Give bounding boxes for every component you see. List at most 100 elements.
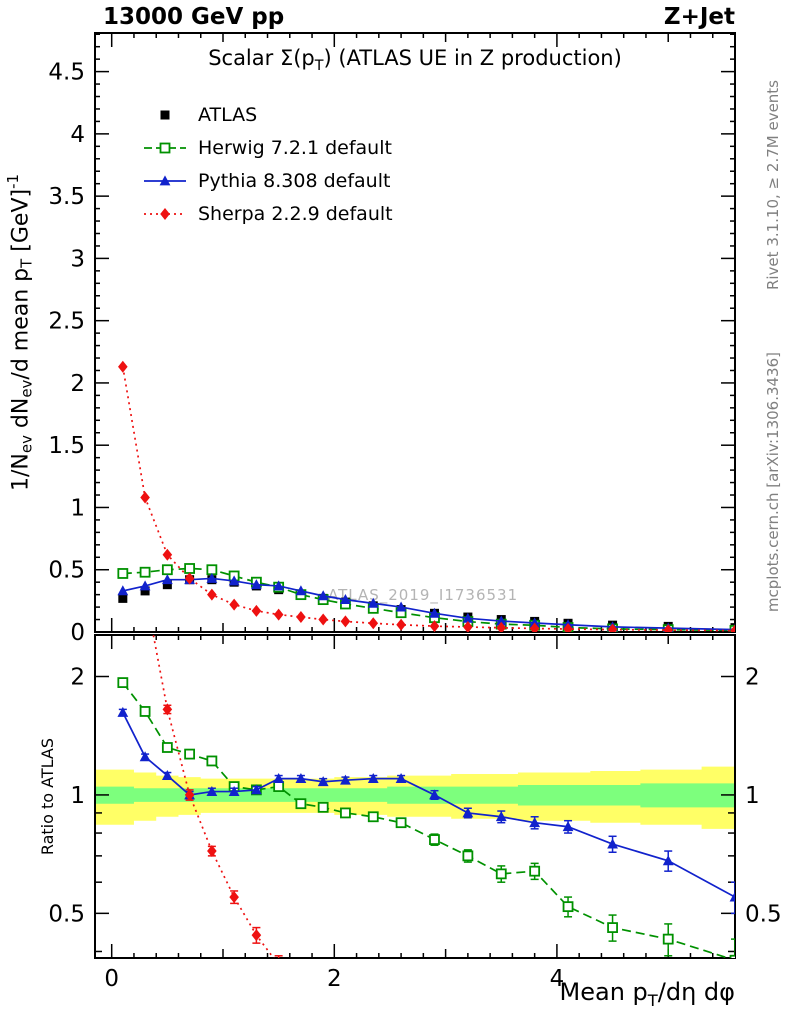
triangle-marker	[429, 607, 440, 618]
y-tick-label: 0.5	[48, 901, 85, 927]
y-tick-label: 3.5	[48, 184, 85, 210]
rivet-version-note-text: Rivet 3.1.10, ≥ 2.7M events	[764, 79, 782, 291]
series-sherpa-2-2-9-default	[152, 635, 283, 958]
mcplots-reference-note-text: mcplots.cern.ch [arXiv:1306.3436]	[764, 352, 782, 613]
x-tick-label: 2	[327, 966, 342, 992]
diamond-marker	[160, 208, 170, 220]
triangle-marker	[317, 590, 329, 601]
legend-marker-icon	[160, 110, 170, 120]
square-open-marker	[495, 868, 507, 880]
y-tick-label: 2	[70, 665, 85, 691]
triangle-marker	[529, 617, 541, 628]
triangle-marker	[367, 597, 379, 608]
x-axis-label: Mean pT/dη dφ	[559, 978, 735, 1010]
y-tick-label: 1	[70, 495, 85, 521]
triangle-marker	[250, 784, 262, 795]
diamond-marker	[463, 621, 473, 632]
square-open-marker	[607, 922, 618, 933]
triangle-marker	[340, 594, 351, 605]
legend-marker-icon	[144, 142, 186, 154]
triangle-marker	[295, 585, 307, 596]
triangle-marker	[729, 891, 735, 902]
diamond-marker	[162, 548, 173, 561]
legend-item-sherpa-2-2-9-default: Sherpa 2.2.9 default	[142, 202, 393, 226]
square-marker	[160, 110, 170, 120]
triangle-marker	[250, 579, 262, 590]
triangle-marker	[161, 769, 173, 780]
series-herwig-7-2-1-default	[117, 677, 735, 958]
square-open-marker	[139, 706, 151, 717]
y-tick-label: 1.5	[48, 433, 85, 459]
diamond-marker	[663, 624, 674, 632]
y-tick-label: 3	[70, 246, 85, 272]
square-open-marker	[273, 781, 285, 792]
square-open-marker	[139, 566, 151, 578]
square-open-marker	[161, 742, 173, 753]
triangle-marker	[562, 821, 574, 832]
legend-item-atlas: ATLAS	[142, 103, 393, 127]
triangle-marker	[228, 785, 240, 796]
triangle-marker	[295, 773, 307, 784]
panel-ratio: 0.5 0.5 1 1 2 2 0 2 4	[48, 634, 782, 992]
series-sherpa-2-2-9-default	[118, 360, 735, 632]
triangle-marker	[159, 175, 171, 186]
diamond-marker	[251, 604, 262, 617]
legend-marker-icon	[144, 208, 186, 220]
square-marker	[162, 580, 172, 590]
legend-item-pythia-8-308-default: Pythia 8.308 default	[142, 169, 393, 193]
diamond-marker	[496, 621, 507, 632]
triangle-marker	[206, 572, 218, 583]
square-open-marker	[729, 954, 735, 958]
series-line	[122, 577, 735, 631]
legend: ATLAS Herwig 7.2.1 default Pythia 8.308 de…	[142, 103, 393, 235]
diamond-marker	[140, 491, 150, 504]
square-open-marker	[395, 817, 407, 829]
chart-title: Scalar Σ(pT) (ATLAS UE in Z production)	[208, 46, 622, 75]
square-open-marker	[184, 563, 196, 574]
y-axis-label-main-text: 1/Nev dNev/d mean pT [GeV]-1	[4, 174, 36, 491]
triangle-marker	[117, 585, 129, 596]
triangle-marker	[317, 776, 329, 787]
y-tick-label: 4	[70, 122, 85, 148]
y-tick-label: 0	[70, 620, 85, 646]
y-axis-label-main: 1/Nev dNev/d mean pT [GeV]-1	[4, 33, 36, 632]
diamond-marker	[368, 617, 379, 630]
triangle-marker	[395, 601, 407, 612]
legend-label: Sherpa 2.2.9 default	[198, 203, 393, 225]
square-open-marker	[117, 568, 129, 579]
series-line	[122, 682, 731, 958]
diamond-marker	[251, 929, 262, 942]
tick-labels: 0 0.5 1 1.5 2 2.5 3 3.5 4 4.5	[48, 60, 85, 646]
square-open-marker	[295, 798, 307, 810]
y-axis-label-ratio-text: Ratio to ATLAS	[38, 737, 57, 856]
triangle-marker	[367, 773, 379, 784]
square-open-marker	[462, 850, 474, 862]
diamond-marker	[207, 588, 217, 601]
triangle-marker	[161, 574, 173, 585]
triangle-marker	[117, 706, 129, 717]
diamond-marker	[162, 703, 173, 716]
legend-label: Herwig 7.2.1 default	[198, 137, 392, 159]
diamond-marker	[229, 891, 239, 904]
series-atlas	[118, 575, 735, 632]
triangle-marker	[495, 811, 507, 822]
square-open-marker	[206, 755, 218, 767]
diamond-marker	[207, 845, 217, 858]
axis-frame	[94, 634, 736, 959]
diamond-marker	[184, 788, 195, 801]
legend-item-herwig-7-2-1-default: Herwig 7.2.1 default	[142, 136, 393, 160]
square-open-marker	[161, 564, 173, 576]
series-pythia-8-308-default	[117, 572, 735, 632]
beam-energy-label: 13000 GeV pp	[103, 4, 285, 30]
diamond-marker	[563, 623, 573, 632]
series-line	[121, 366, 735, 632]
process-label: Z+Jet	[663, 4, 735, 30]
square-open-marker	[529, 865, 541, 877]
triangle-marker	[273, 580, 285, 591]
triangle-marker	[340, 774, 351, 785]
diamond-marker	[118, 360, 128, 373]
triangle-marker	[139, 751, 151, 762]
square-marker	[118, 593, 128, 603]
square-marker	[140, 586, 150, 596]
y-axis-label-ratio: Ratio to ATLAS	[38, 635, 57, 958]
